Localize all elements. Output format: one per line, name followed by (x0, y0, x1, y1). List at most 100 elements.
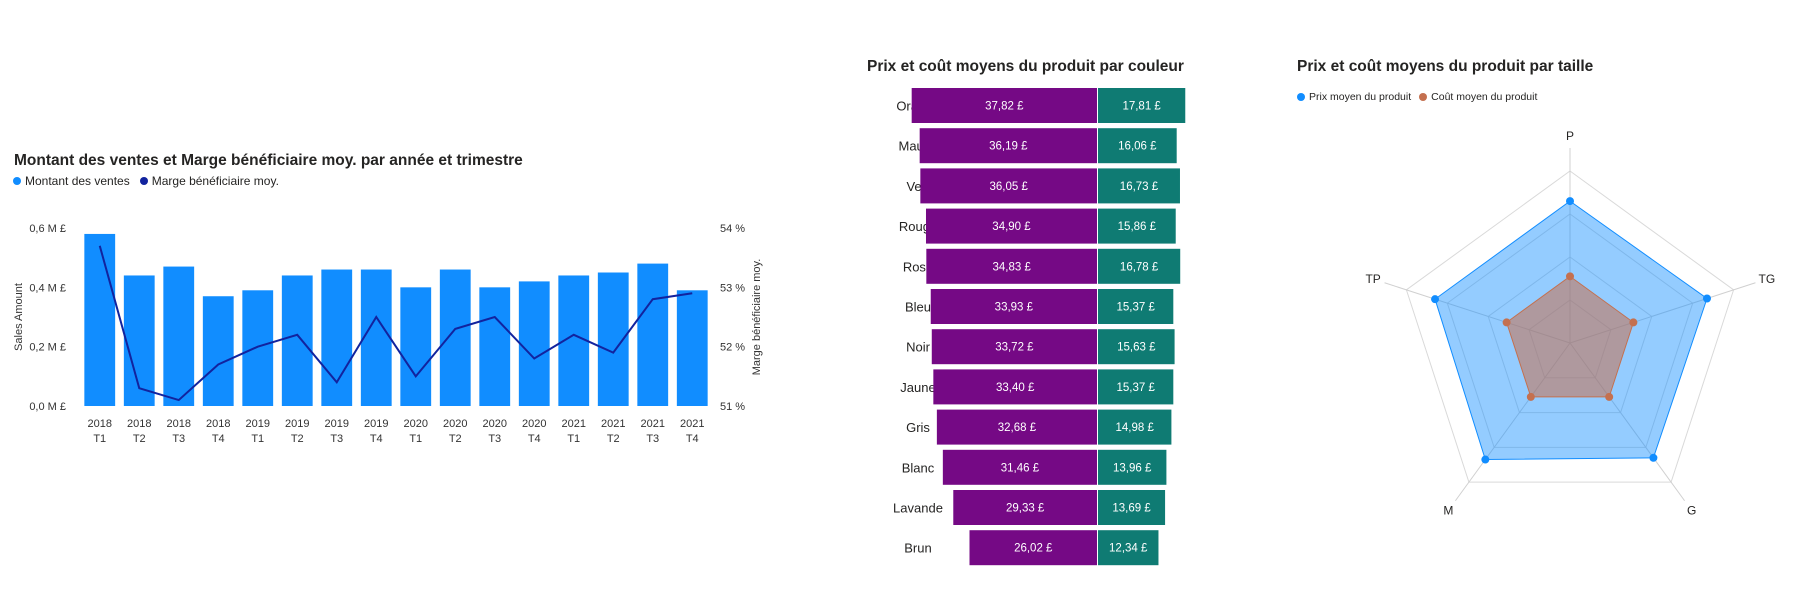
legend-item-margin[interactable]: Marge bénéficiaire moy. (139, 174, 279, 188)
avg-cost-data-label: 13,69 £ (1112, 503, 1151, 515)
legend-marker-sales (13, 177, 21, 185)
sales-bar (360, 269, 392, 406)
legend-marker-avg-cost (1419, 93, 1428, 101)
price-cost-by-size-radar[interactable]: P TG G M TP (1290, 100, 1810, 560)
y2-tick-label: 51 % (720, 401, 745, 413)
legend-item-sales[interactable]: Montant des ventes (13, 174, 130, 188)
avg-cost-bar (1098, 409, 1172, 445)
legend-marker-avg-price (1297, 93, 1305, 101)
radar-grid-ring (1487, 256, 1653, 414)
avg-price-data-label: 36,19 £ (989, 141, 1028, 153)
avg-price-data-label: 34,83 £ (992, 261, 1031, 273)
x-tick-quarter: T2 (133, 433, 146, 445)
avg-price-bar (953, 490, 1097, 525)
color-category-label: Brun (904, 541, 931, 556)
avg-cost-data-label: 15,86 £ (1118, 221, 1157, 233)
x-tick-quarter: T4 (370, 433, 383, 445)
avg-price-radar-point (1481, 455, 1490, 464)
avg-cost-radar-point (1526, 392, 1535, 401)
avg-price-data-label: 33,40 £ (996, 382, 1035, 394)
x-tick-year: 2020 (483, 418, 507, 430)
x-tick-year: 2020 (522, 418, 546, 430)
x-tick-quarter: T1 (567, 433, 580, 445)
legend-item-avg-cost[interactable]: Coût moyen du produit (1419, 91, 1537, 103)
y-tick-label: 0,4 M £ (29, 282, 66, 294)
x-tick-year: 2018 (88, 418, 112, 430)
sales-bar (439, 269, 471, 406)
x-tick-quarter: T2 (607, 433, 620, 445)
x-tick-year: 2020 (443, 418, 467, 430)
chart2-title: Prix et coût moyens du produit par coule… (867, 58, 1184, 75)
x-tick-year: 2019 (285, 418, 309, 430)
avg-cost-bar (1098, 88, 1186, 123)
avg-cost-radar-area (1506, 275, 1634, 398)
radar-axis-label: M (1443, 503, 1453, 517)
y-axis-title: Sales Amount (13, 283, 25, 351)
avg-price-data-label: 26,02 £ (1014, 543, 1053, 555)
avg-cost-radar-point (1502, 318, 1511, 327)
x-tick-year: 2021 (562, 418, 586, 430)
avg-price-radar-point (1566, 197, 1574, 206)
radar-grid-ring (1405, 170, 1735, 483)
avg-cost-data-label: 15,63 £ (1117, 342, 1156, 354)
radar-axis-label: G (1687, 503, 1696, 517)
y-tick-label: 0,2 M £ (29, 342, 66, 354)
legend-label-margin: Marge bénéficiaire moy. (151, 174, 279, 188)
avg-cost-radar-point (1629, 318, 1638, 327)
x-tick-year: 2018 (127, 418, 151, 430)
x-tick-year: 2021 (680, 418, 704, 430)
color-category-label: Noir (906, 340, 931, 355)
avg-cost-data-label: 13,96 £ (1113, 462, 1152, 474)
x-tick-quarter: T2 (291, 433, 304, 445)
avg-cost-bar (1098, 208, 1176, 244)
y2-axis-title: Marge bénéficiaire moy. (751, 259, 763, 376)
avg-price-data-label: 29,33 £ (1006, 503, 1045, 515)
chart1-legend: Montant des ventes Marge bénéficiaire mo… (13, 174, 279, 188)
color-category-label: Blanc (902, 460, 935, 475)
sales-bar (123, 275, 155, 406)
avg-price-bar (936, 409, 1097, 445)
avg-cost-data-label: 15,37 £ (1116, 302, 1155, 314)
radar-grid-ring (1446, 213, 1694, 448)
avg-price-radar-point (1649, 453, 1658, 462)
x-tick-year: 2018 (206, 418, 230, 430)
avg-cost-radar-point (1605, 392, 1614, 401)
avg-price-bar (925, 208, 1097, 244)
y-tick-label: 0,0 M £ (29, 401, 66, 413)
avg-price-bar (931, 329, 1097, 365)
chart3-title: Prix et coût moyens du produit par taill… (1297, 58, 1594, 75)
legend-label-sales: Montant des ventes (25, 174, 130, 188)
avg-price-bar (969, 530, 1097, 566)
y-tick-label: 0,6 M £ (29, 223, 66, 235)
x-tick-quarter: T3 (172, 433, 185, 445)
sales-bar (84, 233, 116, 406)
radar-axis-label: TP (1365, 272, 1380, 286)
sales-bar (637, 263, 669, 406)
avg-cost-bar (1098, 128, 1177, 164)
avg-price-bar (919, 128, 1097, 164)
sales-bar (479, 287, 511, 406)
x-tick-quarter: T4 (212, 433, 225, 445)
avg-cost-bar (1098, 168, 1180, 204)
sales-margin-combo-chart[interactable]: 0,0 M £ 0,2 M £ 0,4 M £ 0,6 M £ 51 % 52 % 53 %… (0, 190, 800, 450)
avg-price-bar (911, 88, 1097, 123)
avg-price-data-label: 31,46 £ (1001, 462, 1040, 474)
avg-price-data-label: 37,82 £ (985, 101, 1024, 113)
x-tick-year: 2019 (325, 418, 349, 430)
color-category-label: Lavande (893, 501, 943, 516)
sales-bar (676, 290, 708, 406)
avg-price-data-label: 32,68 £ (998, 422, 1037, 434)
legend-label-avg-price: Prix moyen du produit (1309, 91, 1412, 103)
radar-axis-label: P (1566, 129, 1574, 143)
avg-cost-data-label: 14,98 £ (1116, 422, 1155, 434)
avg-cost-bar (1098, 289, 1174, 324)
avg-cost-bar (1098, 248, 1181, 284)
legend-item-avg-price[interactable]: Prix moyen du produit (1297, 91, 1411, 103)
sales-bar (518, 281, 550, 406)
x-tick-year: 2021 (601, 418, 625, 430)
color-category-label: Bleu (905, 300, 931, 315)
y2-tick-label: 54 % (720, 223, 745, 235)
avg-price-bar (920, 168, 1097, 204)
x-tick-quarter: T4 (528, 433, 541, 445)
